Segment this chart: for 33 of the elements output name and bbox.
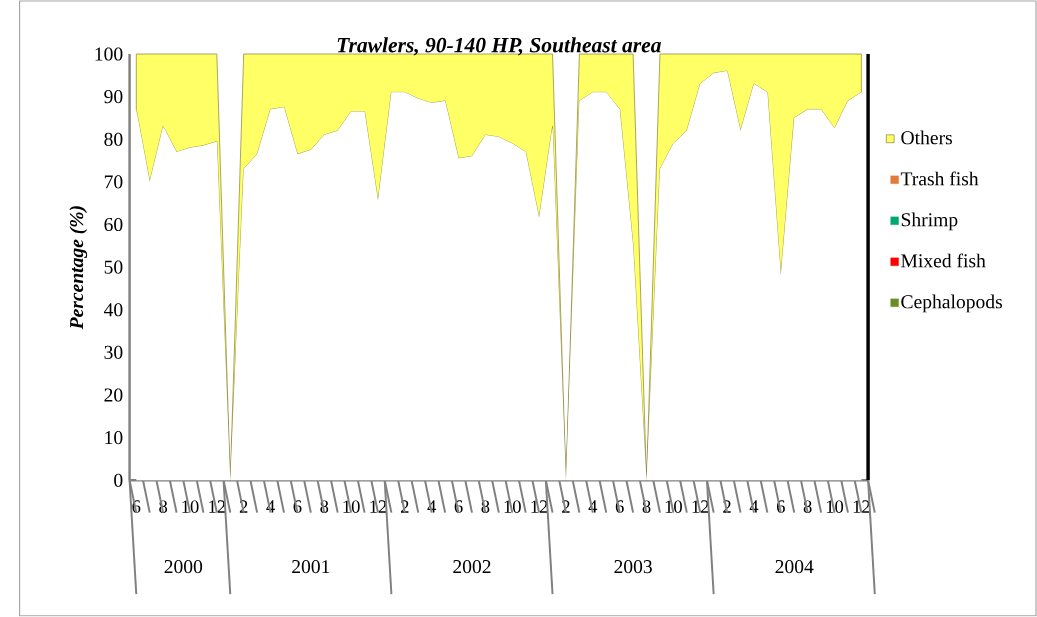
text: 2004 (775, 560, 814, 574)
x-tick-label: 12 (209, 500, 226, 513)
text: 2002 (453, 560, 491, 574)
y-tick-label: 20 (104, 388, 123, 402)
y-tick-label: 90 (104, 90, 123, 104)
x-tick-label: 12 (370, 500, 387, 513)
y-axis-title: Percentage (%) (69, 206, 88, 330)
y-tick-label: 60 (104, 218, 123, 232)
y-tick-label: 100 (95, 47, 123, 61)
x-tick-label: 10 (504, 500, 521, 514)
legend-label: Mixed fish (901, 253, 986, 268)
y-tick-label: 0 (114, 473, 123, 487)
legend-label: Trash fish (900, 171, 979, 186)
text: 2003 (614, 560, 652, 574)
y-tick-label: 30 (104, 345, 123, 360)
chart-title: Trawlers, 90-140 HP, Southeast area (337, 37, 661, 56)
x-tick-label: 12 (531, 500, 548, 513)
y-tick-label: 80 (104, 132, 123, 146)
text: 2001 (292, 560, 330, 574)
y-tick-label: 70 (104, 175, 123, 189)
x-tick-label: 10 (826, 500, 844, 514)
x-tick-label: 12 (692, 500, 709, 513)
legend-label: Cephalopods (901, 294, 1002, 313)
x-tick-label: 10 (665, 500, 682, 514)
x-tick-label: 12 (853, 500, 870, 513)
legend-label: Shrimp (901, 212, 958, 231)
y-tick-label: 40 (103, 303, 123, 317)
x-tick-label: 10 (343, 500, 360, 514)
y-tick-label: 10 (105, 431, 123, 445)
y-tick-label: 50 (104, 260, 123, 274)
legend-label: Others (901, 130, 952, 145)
x-tick-label: 10 (182, 500, 199, 514)
text: 2000 (164, 560, 203, 574)
